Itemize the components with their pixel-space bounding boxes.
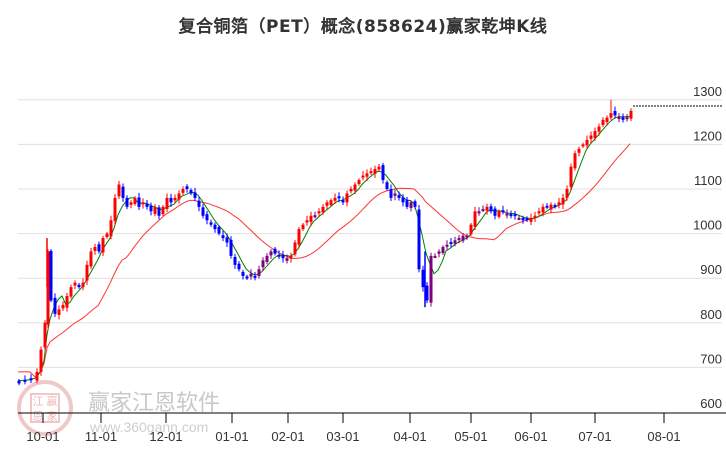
y-tick-label: 700	[700, 351, 722, 366]
y-tick-label: 1000	[693, 218, 722, 233]
x-tick-label: 05-01	[454, 429, 487, 444]
x-tick-label: 02-01	[271, 429, 304, 444]
y-tick-label: 900	[700, 262, 722, 277]
candles	[17, 99, 633, 386]
watermark: 江赢恩 家 赢家江恩软件 www.360gann.com	[17, 380, 220, 436]
ma-short-line	[17, 115, 631, 382]
x-axis: 10-01 11-01 12-01 01-01 02-01 03-01 04-01 05-01…	[18, 412, 726, 444]
y-tick-label: 1300	[693, 84, 722, 99]
x-tick-label: 06-01	[514, 429, 547, 444]
x-tick-label: 07-01	[578, 429, 611, 444]
grid-lines	[18, 99, 722, 368]
x-tick-label: 12-01	[149, 429, 182, 444]
x-tick-label: 11-01	[85, 429, 117, 444]
seal-char: 家	[47, 409, 58, 423]
x-tick-label: 10-01	[26, 429, 59, 444]
chart-title: 复合铜箔（PET）概念(858624)赢家乾坤K线	[178, 17, 548, 37]
x-tick-label: 03-01	[326, 429, 359, 444]
x-tick-label: 08-01	[647, 429, 680, 444]
x-tick-label: 04-01	[393, 429, 426, 444]
y-tick-label: 600	[700, 396, 722, 411]
watermark-brand: 赢家江恩软件	[88, 391, 220, 416]
ma-long-line	[18, 143, 631, 379]
seal-char: 赢	[47, 394, 58, 408]
seal-char: 江	[33, 395, 44, 408]
x-tick-label: 01-01	[215, 429, 248, 444]
y-tick-label: 1100	[694, 173, 722, 188]
y-tick-label: 1200	[693, 128, 722, 143]
y-axis-labels: 600 700 800 900 1000 1100 1200 1300	[693, 84, 722, 411]
y-tick-label: 800	[700, 307, 722, 322]
seal-char: 恩	[33, 410, 44, 423]
watermark-url: www.360gann.com	[89, 419, 208, 435]
